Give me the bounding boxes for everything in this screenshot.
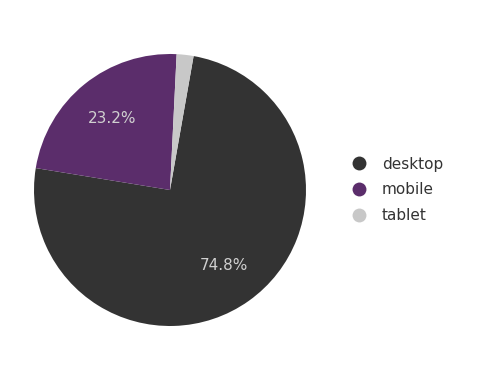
Wedge shape	[170, 54, 194, 190]
Text: 74.8%: 74.8%	[200, 258, 248, 273]
Wedge shape	[36, 54, 176, 190]
Legend: desktop, mobile, tablet: desktop, mobile, tablet	[338, 151, 449, 229]
Wedge shape	[34, 56, 306, 326]
Text: 23.2%: 23.2%	[88, 111, 136, 125]
